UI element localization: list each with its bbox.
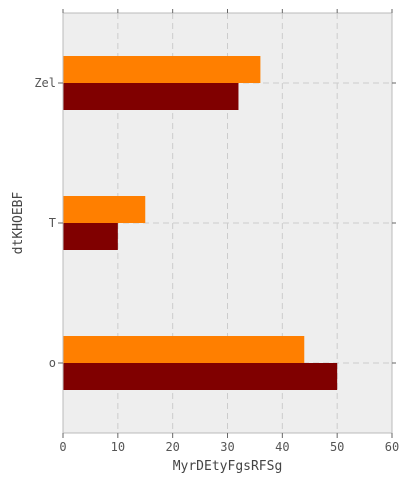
x-tick-label: 0 (59, 440, 66, 454)
y-tick-label: T (49, 216, 56, 230)
y-tick-label: o (49, 356, 56, 370)
x-tick-label: 60 (385, 440, 399, 454)
bar-series-2-Zel (63, 56, 261, 83)
bar-series-1-Zel (63, 83, 239, 110)
y-axis-title: dtKHOEBF (11, 192, 26, 255)
ticks: 0 10 20 30 40 50 60 o T Zel (34, 9, 399, 454)
x-tick-label: 10 (111, 440, 125, 454)
x-axis-title: MyrDEtyFgsRFSg (173, 459, 283, 474)
x-tick-label: 30 (220, 440, 234, 454)
bar-series-2-T (63, 196, 146, 223)
bars (63, 56, 338, 390)
bar-series-2-o (63, 336, 305, 363)
x-tick-label: 40 (275, 440, 289, 454)
bar-series-1-o (63, 363, 338, 390)
y-tick-label: Zel (34, 76, 56, 90)
x-tick-label: 20 (165, 440, 179, 454)
x-tick-label: 50 (330, 440, 344, 454)
bar-series-1-T (63, 223, 118, 250)
